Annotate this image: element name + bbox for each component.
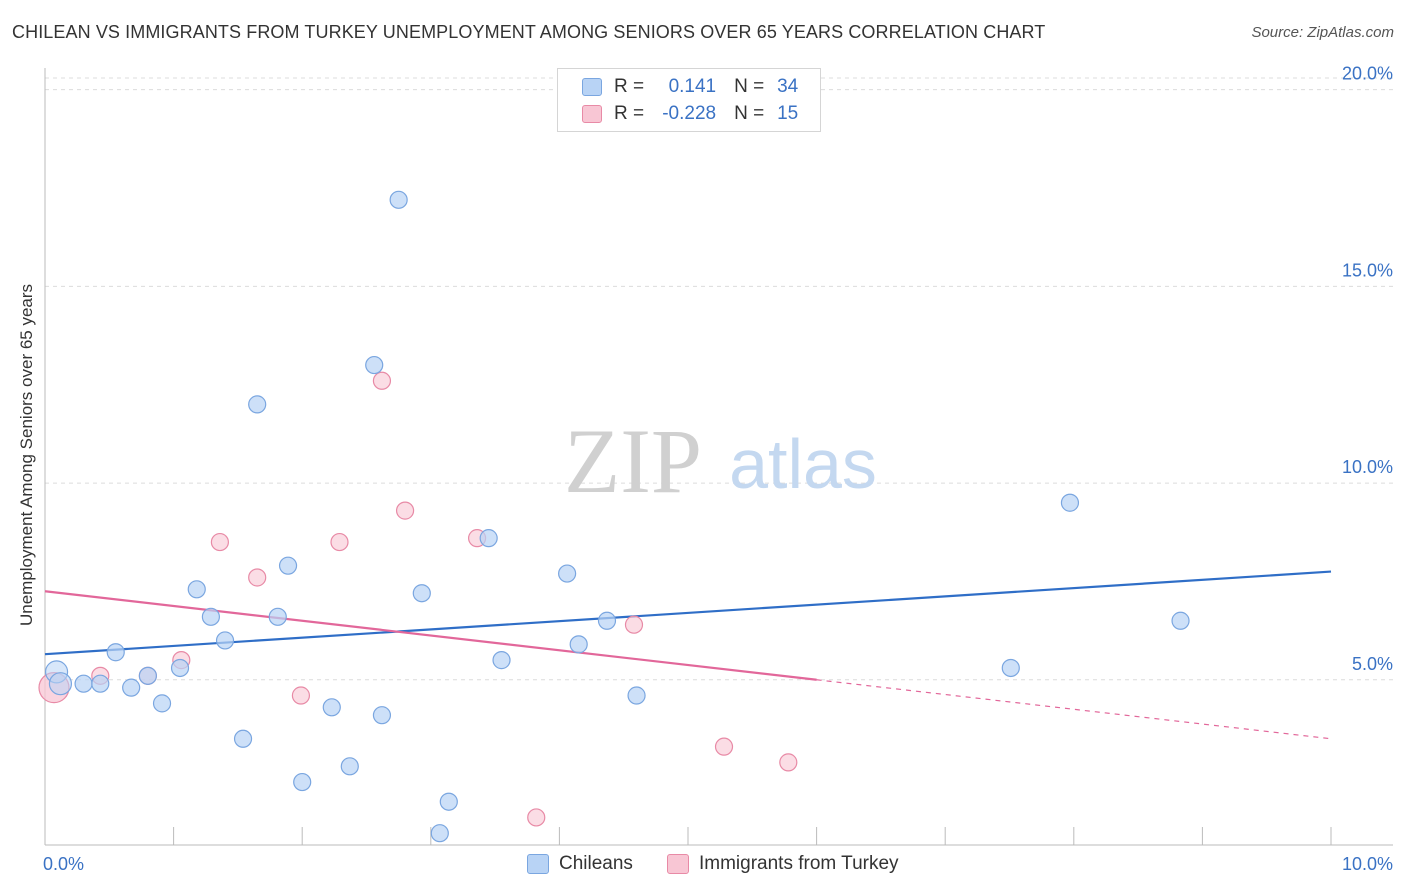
point-turkey: [527, 808, 546, 827]
legend-n-label: N =: [734, 103, 765, 124]
point-chileans: [48, 672, 73, 696]
tick-labels: 5.0% 10.0% 15.0% 20.0% 0.0% 10.0%: [43, 64, 1393, 874]
point-chileans: [122, 678, 141, 697]
point-chileans: [439, 792, 458, 811]
trend-line-turkey: [44, 590, 817, 681]
trend-line-chileans: [44, 570, 1332, 656]
data-points: [38, 190, 1190, 843]
point-chileans: [1171, 611, 1190, 630]
point-chileans: [389, 190, 408, 209]
point-chileans: [322, 698, 341, 717]
legend-n-value-chileans: 34: [777, 76, 799, 97]
point-chileans: [233, 729, 253, 748]
legend-r-label: R =: [614, 76, 645, 97]
y-tick-label: 5.0%: [1352, 654, 1393, 674]
watermark-atlas: atlas: [729, 425, 877, 503]
legend-n-value-turkey: 15: [777, 103, 799, 124]
point-turkey: [714, 737, 734, 756]
point-chileans: [187, 580, 206, 599]
watermark: ZIP atlas: [564, 410, 877, 512]
point-chileans: [215, 631, 235, 650]
bottom-legend-chileans: Chileans: [527, 852, 633, 876]
point-chileans: [597, 611, 617, 630]
point-chileans: [479, 529, 498, 548]
x-tick-label: 0.0%: [43, 854, 84, 874]
chart-title: CHILEAN VS IMMIGRANTS FROM TURKEY UNEMPL…: [12, 22, 1046, 42]
legend-n-label: N =: [734, 76, 765, 97]
point-turkey: [395, 501, 415, 520]
point-chileans: [152, 694, 172, 713]
grid-layer: [45, 77, 1393, 681]
bottom-legend-swatch-turkey: [667, 854, 689, 874]
point-chileans: [558, 564, 577, 583]
y-tick-label: 20.0%: [1342, 64, 1393, 84]
point-chileans: [106, 643, 125, 662]
bottom-legend-turkey: Immigrants from Turkey: [667, 852, 899, 876]
point-chileans: [372, 706, 392, 725]
y-tick-label: 15.0%: [1342, 260, 1393, 280]
point-chileans: [170, 658, 190, 678]
point-turkey: [624, 615, 644, 634]
point-chileans: [1060, 493, 1080, 512]
point-chileans: [340, 757, 359, 776]
point-chileans: [365, 355, 384, 375]
point-chileans: [1001, 658, 1020, 678]
point-chileans: [412, 584, 431, 603]
source-credit: Source: ZipAtlas.com: [1251, 24, 1394, 41]
y-tick-label: 10.0%: [1342, 457, 1393, 477]
trend-lines: [44, 570, 1332, 740]
point-chileans: [138, 666, 157, 685]
point-chileans: [201, 607, 220, 626]
point-chileans: [492, 651, 511, 670]
legend-row-turkey: R = -0.228 N = 15: [582, 101, 798, 127]
point-chileans: [430, 824, 449, 843]
legend-swatch-turkey: [582, 105, 602, 123]
y-axis-label: Unemployment Among Seniors over 65 years: [17, 283, 36, 627]
point-turkey: [779, 753, 798, 772]
watermark-zip: ZIP: [564, 410, 702, 512]
point-chileans: [627, 686, 646, 705]
point-chileans: [293, 772, 312, 792]
point-turkey: [372, 371, 392, 390]
bottom-legend-swatch-chileans: [527, 854, 549, 874]
bottom-legend-label-chileans: Chileans: [559, 853, 633, 874]
point-chileans: [248, 395, 267, 414]
legend-r-value-chileans: 0.141: [668, 76, 717, 97]
point-chileans: [91, 674, 110, 693]
point-chileans: [569, 635, 588, 654]
trend-line-turkey-extension: [816, 679, 1332, 740]
stats-legend: R = 0.141 N = 34 R = -0.228 N = 15: [557, 68, 821, 132]
legend-swatch-chileans: [582, 78, 602, 96]
legend-r-label: R =: [614, 103, 645, 124]
legend-row-chileans: R = 0.141 N = 34: [582, 74, 798, 100]
point-turkey: [248, 568, 267, 587]
axis-layer: [44, 68, 1393, 846]
point-turkey: [291, 686, 311, 705]
point-turkey: [330, 532, 349, 552]
point-chileans: [278, 556, 298, 575]
legend-r-value-turkey: -0.228: [662, 103, 717, 124]
bottom-legend-label-turkey: Immigrants from Turkey: [699, 853, 899, 874]
point-turkey: [210, 532, 229, 552]
point-chileans: [74, 674, 93, 693]
x-tick-label: 10.0%: [1342, 854, 1393, 874]
point-chileans: [268, 607, 287, 626]
